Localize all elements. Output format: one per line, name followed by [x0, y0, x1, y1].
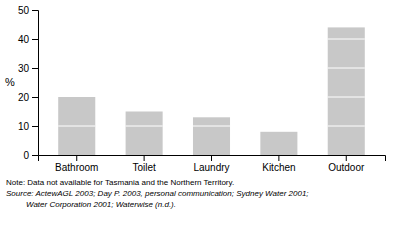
tick: Bathroom — [55, 155, 98, 173]
segment-separator — [193, 126, 230, 127]
chart: 0 10 20 30 40 50 Bathroom Toilet Laundry Kitchen O… — [0, 0, 397, 227]
axis-line — [32, 11, 39, 156]
axis-line — [39, 156, 386, 162]
tick-label: Laundry — [193, 162, 229, 173]
x-axis: Bathroom Toilet Laundry Kitchen Outdoor — [39, 155, 386, 173]
tick-mark — [32, 39, 38, 40]
tick: 50 — [18, 5, 38, 16]
tick-mark — [32, 68, 38, 69]
bar-segment — [328, 68, 365, 97]
annotation: Source: ActewAGL 2003; Day P. 2003, pers… — [6, 189, 309, 198]
tick: 20 — [18, 92, 38, 103]
bar-segment — [58, 97, 95, 126]
tick: 40 — [18, 34, 38, 45]
tick: Toilet — [132, 155, 156, 173]
bars — [58, 27, 365, 155]
segment-separator — [328, 39, 365, 40]
tick: 0 — [23, 150, 38, 161]
tick-label: Bathroom — [55, 162, 98, 173]
annotation: Note: Data not available for Tasmania an… — [6, 178, 234, 187]
segment-separator — [328, 68, 365, 69]
tick-mark — [76, 155, 77, 161]
bar-segment — [260, 132, 297, 155]
bar-segment — [126, 126, 163, 155]
bar-segment — [58, 126, 95, 155]
tick-label: 0 — [23, 150, 29, 161]
tick-mark — [346, 155, 347, 161]
tick-mark — [32, 10, 38, 11]
tick: Laundry — [193, 155, 229, 173]
bar-segment — [328, 39, 365, 68]
segment-separator — [126, 126, 163, 127]
segment-separator — [328, 126, 365, 127]
tick-label: 20 — [18, 92, 30, 103]
tick-mark — [144, 155, 145, 161]
segment-separator — [328, 97, 365, 98]
tick-label: 50 — [18, 5, 30, 16]
tick-mark — [278, 155, 279, 161]
plot: 0 10 20 30 40 50 Bathroom Toilet Laundry Kitchen O… — [18, 5, 386, 173]
bar-segment — [328, 97, 365, 126]
tick-mark — [32, 126, 38, 127]
tick-mark — [211, 155, 212, 161]
tick: 10 — [18, 121, 38, 132]
bar-segment — [193, 126, 230, 155]
y-axis: 0 10 20 30 40 50 — [18, 5, 39, 161]
y-axis-label: % — [5, 76, 15, 88]
tick: Outdoor — [328, 155, 365, 173]
bar-segment — [126, 112, 163, 127]
tick: 30 — [18, 63, 38, 74]
segment-separator — [58, 126, 95, 127]
tick-label: Outdoor — [328, 162, 365, 173]
tick-mark — [32, 97, 38, 98]
bar-segment — [193, 117, 230, 126]
bar-segment — [328, 126, 365, 155]
bar-segment — [328, 27, 365, 39]
tick-mark — [32, 155, 38, 156]
tick-label: 10 — [18, 121, 30, 132]
tick-label: 40 — [18, 34, 30, 45]
tick-label: Toilet — [132, 162, 156, 173]
tick-label: Kitchen — [262, 162, 295, 173]
tick-label: 30 — [18, 63, 30, 74]
annotation: Water Corporation 2001; Waterwise (n.d.)… — [6, 200, 176, 209]
tick: Kitchen — [262, 155, 295, 173]
